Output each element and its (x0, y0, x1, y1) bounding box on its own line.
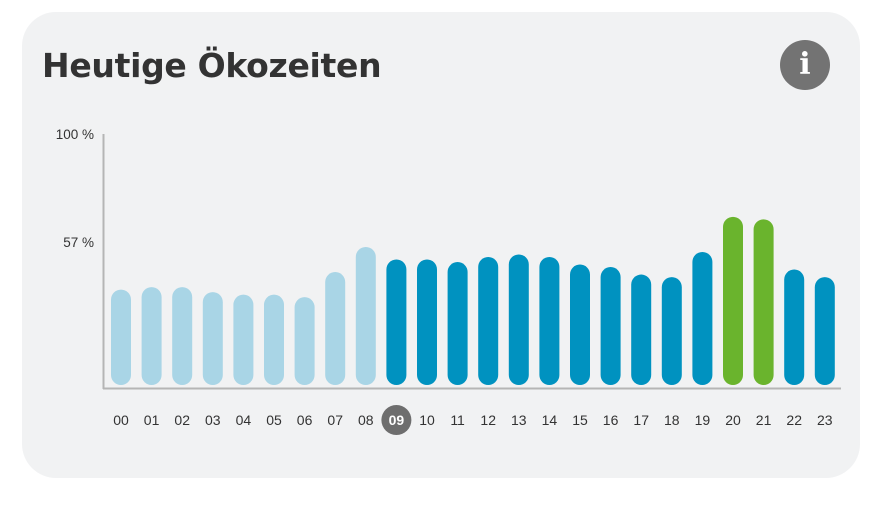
bar-hour-02 (172, 287, 193, 385)
bar-hour-18 (661, 277, 682, 385)
bar-hour-19 (692, 251, 713, 385)
bar-hour-10 (417, 259, 437, 385)
y-tick-labels: 100 % 57 % (56, 127, 94, 250)
bar-hour-12 (478, 256, 499, 385)
bar-hour-13 (508, 254, 529, 385)
hour-label: 07 (327, 412, 343, 428)
bar-hour-17 (631, 274, 652, 385)
bars-group (111, 216, 835, 385)
hour-label: 12 (480, 412, 496, 428)
hour-labels: 00 01 02 03 04 05 06 07 08 09 10 11 12 13 14 15 16 17 18 19… (113, 405, 833, 435)
hour-label: 20 (725, 412, 741, 428)
bar-hour-22 (784, 269, 805, 385)
hour-label: 23 (817, 412, 833, 428)
hour-label: 08 (358, 412, 374, 428)
hour-label: 17 (633, 412, 649, 428)
hour-label: 13 (511, 412, 527, 428)
bar-hour-07 (325, 272, 346, 385)
hour-label: 22 (786, 412, 802, 428)
hour-label: 01 (144, 412, 160, 428)
hour-label: 19 (695, 412, 711, 428)
hour-label: 18 (664, 412, 680, 428)
bar-hour-15 (570, 264, 590, 385)
current-hour-badge (381, 405, 412, 435)
info-button[interactable]: i (780, 40, 830, 90)
hour-label: 00 (113, 412, 129, 428)
bar-hour-09 (386, 259, 407, 385)
hour-label: 02 (174, 412, 190, 428)
hour-label: 05 (266, 412, 282, 428)
info-icon: i (799, 47, 811, 82)
bar-hour-03 (202, 292, 223, 385)
bar-hour-08 (355, 246, 376, 385)
current-hour-label: 09 (389, 412, 405, 428)
hour-label: 16 (603, 412, 619, 428)
hour-label: 06 (297, 412, 313, 428)
bar-hour-04 (233, 294, 254, 385)
bar-hour-01 (141, 287, 162, 385)
hour-label: 03 (205, 412, 221, 428)
bar-hour-11 (447, 262, 468, 385)
bar-hour-21 (753, 219, 774, 385)
hour-label: 04 (236, 412, 252, 428)
bar-hour-06 (294, 297, 315, 385)
eco-times-card: Heutige Ökozeiten i (22, 12, 860, 478)
bar-hour-05 (264, 294, 284, 385)
hour-label: 11 (450, 412, 465, 428)
card-title: Heutige Ökozeiten (42, 46, 382, 85)
bar-hour-16 (600, 267, 621, 385)
bar-hour-14 (539, 256, 560, 385)
bar-hour-20 (723, 216, 743, 385)
y-tick-label: 100 % (56, 127, 94, 142)
y-tick-label: 57 % (63, 235, 94, 250)
hour-label: 10 (419, 412, 435, 428)
hour-label: 21 (756, 412, 772, 428)
hour-label: 15 (572, 412, 588, 428)
bar-hour-00 (111, 289, 131, 385)
hour-label: 14 (542, 412, 558, 428)
bar-hour-23 (814, 277, 835, 385)
